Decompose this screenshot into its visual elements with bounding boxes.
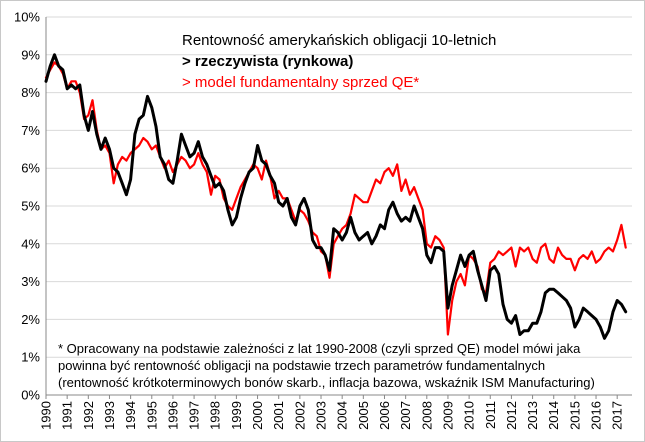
x-tick-label: 1998 [208,401,223,430]
x-tick-label: 1996 [165,401,180,430]
x-tick-label: 2000 [250,401,265,430]
legend-model: > model fundamentalny sprzed QE* [182,74,420,91]
y-tick-label: 7% [21,123,40,138]
x-tick-label: 2009 [440,401,455,430]
x-tick-label: 1997 [187,401,202,430]
y-tick-label: 0% [21,388,40,403]
chart-legend: Rentowność amerykańskich obligacji 10-le… [182,30,496,93]
x-tick-label: 2008 [419,401,434,430]
x-tick-label: 2016 [589,401,604,430]
x-tick-label: 2013 [525,401,540,430]
x-tick-label: 1995 [144,401,159,430]
y-tick-label: 4% [21,236,40,251]
y-tick-label: 5% [21,199,40,214]
x-tick-label: 1999 [229,401,244,430]
x-tick-label: 1990 [39,401,54,430]
x-tick-label: 2002 [292,401,307,430]
x-tick-label: 1993 [102,401,117,430]
y-tick-label: 9% [21,47,40,62]
x-tick-label: 2005 [356,401,371,430]
x-tick-label: 2017 [610,401,625,430]
x-tick-label: 1992 [81,401,96,430]
series-line-model [44,61,627,336]
x-tick-label: 2006 [377,401,392,430]
y-tick-label: 2% [21,312,40,327]
x-tick-label: 2001 [271,401,286,430]
x-tick-label: 1994 [123,401,138,430]
x-tick-label: 2010 [462,401,477,430]
chart-title: Rentowność amerykańskich obligacji 10-le… [182,32,497,49]
y-tick-label: 1% [21,350,40,365]
y-tick-label: 3% [21,274,40,289]
y-tick-label: 10% [14,10,40,25]
x-tick-label: 1991 [60,401,75,430]
x-tick-label: 2003 [314,401,329,430]
x-tick-label: 2007 [398,401,413,430]
x-tick-label: 2012 [504,401,519,430]
y-tick-label: 6% [21,161,40,176]
series-line-actual [44,53,628,340]
x-tick-label: 2015 [567,401,582,430]
x-tick-label: 2014 [546,401,561,430]
x-tick-label: 2004 [335,401,350,430]
x-tick-label: 2011 [483,401,498,429]
y-tick-label: 8% [21,85,40,100]
footnote: * Opracowany na podstawie zależności z l… [58,341,595,390]
legend-actual: > rzeczywista (rynkowa) [182,53,354,70]
